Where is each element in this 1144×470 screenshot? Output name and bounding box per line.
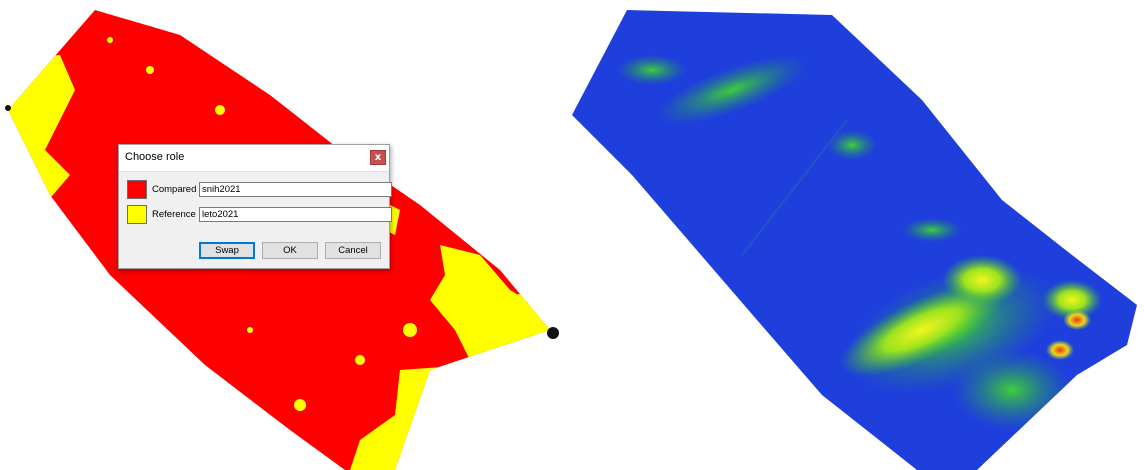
compared-color-swatch[interactable] bbox=[127, 180, 147, 199]
reference-layer-field[interactable]: leto2021 bbox=[199, 207, 392, 222]
ok-button[interactable]: OK bbox=[262, 242, 318, 259]
black-edge-mark bbox=[5, 105, 11, 111]
dialog-titlebar[interactable]: Choose role x bbox=[119, 145, 389, 172]
compared-row: Compared snih2021 bbox=[127, 180, 392, 200]
compared-layer-field[interactable]: snih2021 bbox=[199, 182, 392, 197]
cancel-button[interactable]: Cancel bbox=[325, 242, 381, 259]
dialog-title: Choose role bbox=[125, 151, 185, 163]
reference-color-swatch[interactable] bbox=[127, 205, 147, 224]
reference-label: Reference bbox=[152, 209, 196, 220]
compared-label: Compared bbox=[152, 184, 197, 195]
swap-button[interactable]: Swap bbox=[199, 242, 255, 259]
choose-role-dialog: Choose role x Compared snih2021 Referenc… bbox=[118, 144, 392, 269]
reference-row: Reference leto2021 bbox=[127, 205, 392, 225]
black-edge-mark bbox=[547, 327, 559, 339]
heatmap-view[interactable] bbox=[572, 0, 1144, 470]
close-button[interactable]: x bbox=[370, 150, 386, 165]
heatmap-raster bbox=[572, 10, 1137, 470]
